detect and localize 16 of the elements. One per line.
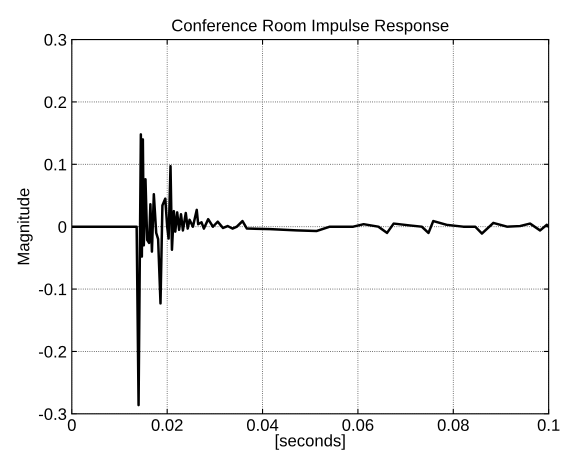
y-tick-label: 0.1 (44, 158, 66, 171)
chart-title: Conference Room Impulse Response (172, 19, 448, 35)
y-tick-label: -0.3 (38, 408, 66, 420)
y-tick-label: -0.1 (38, 283, 66, 296)
x-tick-label: 0.08 (438, 419, 469, 431)
y-tick-label: 0 (58, 221, 66, 233)
x-tick-label: 0.06 (342, 419, 374, 431)
x-tick-label: 0.04 (246, 419, 278, 431)
y-tick-label: 0.3 (44, 34, 66, 46)
x-tick-label: 0.1 (538, 419, 560, 431)
y-tick-label: -0.2 (38, 346, 66, 358)
y-tick-label: 0.2 (44, 96, 66, 108)
y-axis-title: Magnitude (17, 188, 33, 264)
x-tick-label: 0 (68, 419, 76, 431)
x-tick-label: 0.02 (152, 419, 183, 431)
x-axis-title: [seconds] (276, 434, 345, 450)
